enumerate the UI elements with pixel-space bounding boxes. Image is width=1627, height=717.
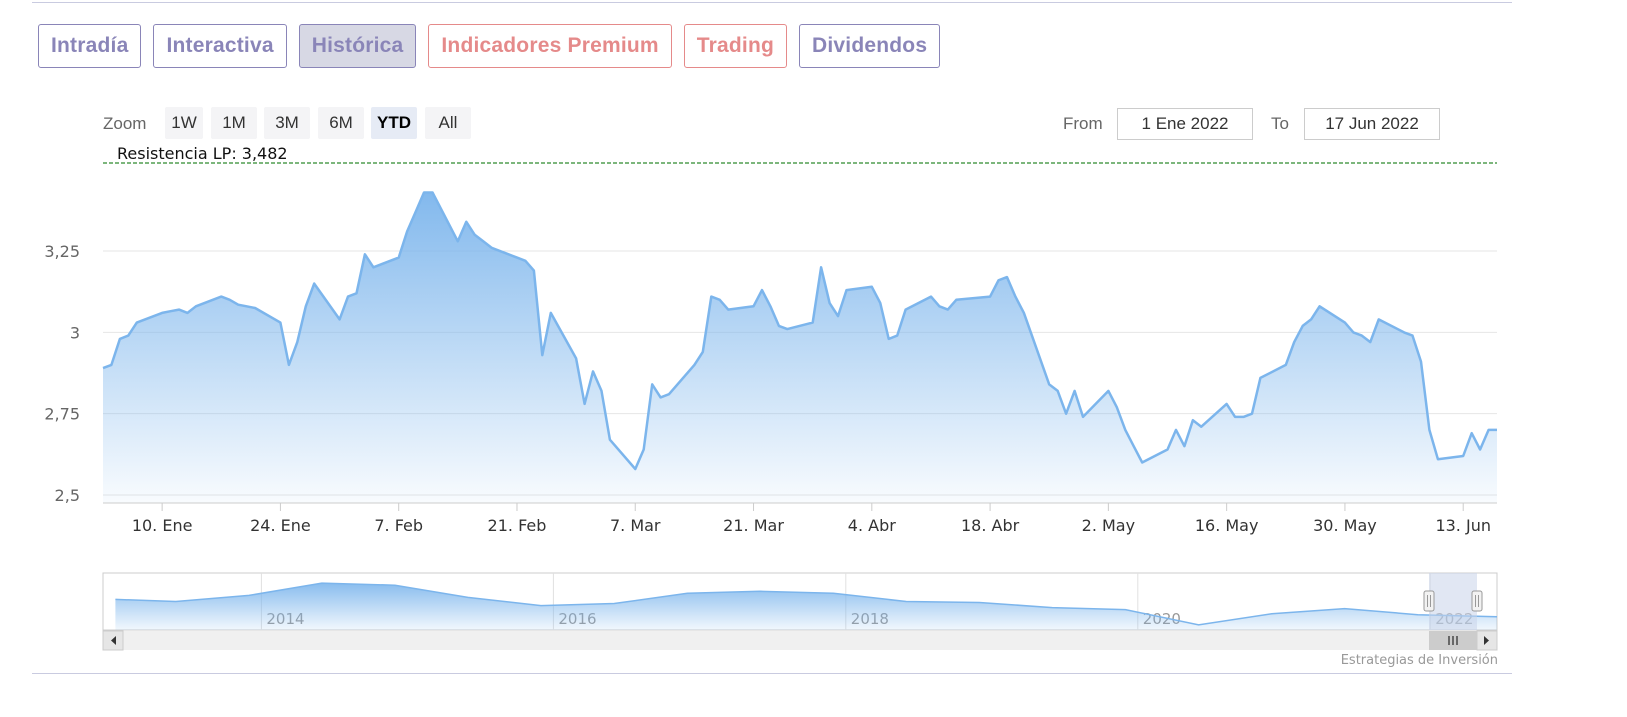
x-tick-label: 7. Feb — [374, 516, 423, 535]
x-tick-label: 7. Mar — [610, 516, 661, 535]
y-tick-label: 2,75 — [44, 405, 80, 424]
tab-histórica[interactable]: Histórica — [298, 24, 417, 68]
navigator-handle-left[interactable] — [1423, 590, 1435, 612]
tab-trading[interactable]: Trading — [683, 24, 788, 68]
tab-interactiva[interactable]: Interactiva — [153, 24, 287, 68]
y-tick-label: 3 — [70, 323, 80, 342]
x-tick-label: 16. May — [1195, 516, 1259, 535]
zoom-button-6m[interactable]: 6M — [318, 107, 364, 139]
to-label: To — [1271, 114, 1289, 133]
scrollbar-track — [103, 631, 1497, 650]
y-tick-label: 2,5 — [55, 486, 80, 505]
tab-intradía[interactable]: Intradía — [38, 24, 142, 68]
bottom-divider — [32, 673, 1512, 674]
x-tick-label: 13. Jun — [1435, 516, 1491, 535]
x-tick-label: 21. Feb — [488, 516, 547, 535]
from-label: From — [1063, 114, 1103, 133]
x-tick-label: 24. Ene — [250, 516, 311, 535]
x-tick-label: 2. May — [1082, 516, 1135, 535]
zoom-button-3m[interactable]: 3M — [264, 107, 310, 139]
zoom-button-1w[interactable]: 1W — [165, 107, 203, 139]
top-divider — [32, 2, 1512, 3]
zoom-label: Zoom — [103, 114, 147, 133]
navigator-line — [115, 582, 1498, 626]
zoom-button-all[interactable]: All — [425, 107, 471, 139]
from-date-input[interactable]: 1 Ene 2022 — [1117, 108, 1253, 140]
price-line — [102, 191, 1497, 471]
x-tick-label: 4. Abr — [848, 516, 896, 535]
x-tick-label: 21. Mar — [723, 516, 784, 535]
x-tick-label: 10. Ene — [132, 516, 193, 535]
resistance-label: Resistencia LP: 3,482 — [117, 144, 288, 163]
navigator-handle-right[interactable] — [1471, 590, 1483, 612]
arrow-left-icon — [111, 636, 116, 645]
x-tick-label: 30. May — [1313, 516, 1377, 535]
x-tick-label: 18. Abr — [961, 516, 1020, 535]
arrow-right-icon — [1484, 636, 1489, 645]
zoom-button-1m[interactable]: 1M — [211, 107, 257, 139]
zoom-button-ytd[interactable]: YTD — [371, 107, 417, 139]
tab-dividendos[interactable]: Dividendos — [799, 24, 941, 68]
price-area — [103, 192, 1497, 503]
chart-type-tabs: Intradía Interactiva Histórica Indicadores … — [38, 24, 941, 68]
credits-text: Estrategias de Inversión — [1340, 653, 1498, 668]
navigator-area — [115, 583, 1497, 630]
navigator-selection — [1429, 573, 1477, 630]
to-date-input[interactable]: 17 Jun 2022 — [1304, 108, 1440, 140]
tab-indicadores-premium[interactable]: Indicadores Premium — [428, 24, 672, 68]
y-tick-label: 3,25 — [44, 242, 80, 261]
